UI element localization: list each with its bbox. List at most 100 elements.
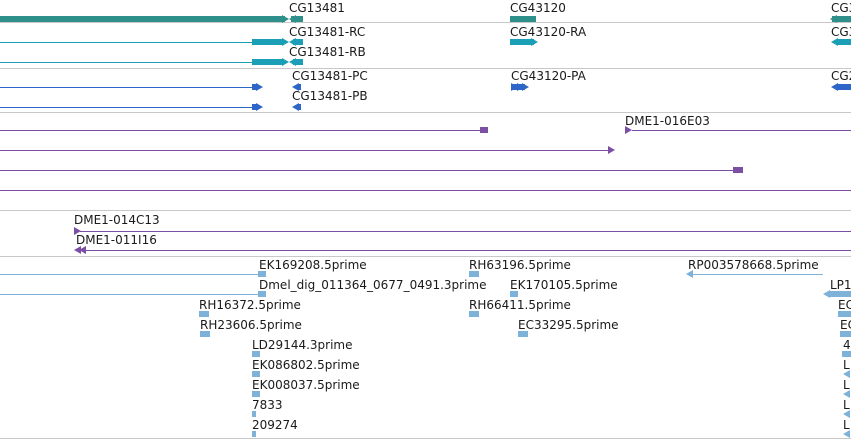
gene-feature-start-arrow[interactable] <box>289 15 296 23</box>
protein-end-arrow[interactable] <box>522 83 529 91</box>
transcript-start-arrow[interactable] <box>289 58 296 66</box>
est-label: EC3 <box>838 298 851 312</box>
protein-end-arrow[interactable] <box>256 83 263 91</box>
est-block[interactable] <box>252 371 260 377</box>
est-label: L <box>843 398 850 412</box>
est-label: EK169208.5prime <box>259 258 367 272</box>
est-label: L <box>843 378 850 392</box>
protein-start-arrow[interactable] <box>292 83 299 91</box>
protein-label: CG43120-PA <box>511 69 586 83</box>
transcript-intron-line[interactable] <box>0 62 252 63</box>
gene-feature-end-arrow[interactable] <box>282 15 289 23</box>
est-block[interactable] <box>842 351 851 357</box>
gene-feature[interactable] <box>510 16 536 22</box>
est-label: LD29144.3prime <box>252 338 353 352</box>
transcript-exon[interactable] <box>836 39 851 45</box>
est-block[interactable] <box>469 271 479 277</box>
protein-end-arrow[interactable] <box>256 103 263 111</box>
transcript-exon[interactable] <box>293 59 303 65</box>
est-block[interactable] <box>199 311 209 317</box>
transcript-end-arrow[interactable] <box>531 38 538 46</box>
clone-line[interactable] <box>80 231 851 232</box>
clone-line[interactable] <box>0 170 735 171</box>
est-label: Dmel_dig_011364_0677_0491.3prime <box>259 278 487 292</box>
gene-feature[interactable] <box>0 16 285 22</box>
track-divider <box>0 22 851 23</box>
clone-start-arrow[interactable] <box>74 227 81 235</box>
protein-start-arrow[interactable] <box>831 83 838 91</box>
est-block[interactable] <box>200 331 210 337</box>
gene-label: CG3 <box>831 1 851 15</box>
clone-start-arrow[interactable] <box>79 246 86 254</box>
transcript-exon[interactable] <box>252 39 284 45</box>
est-block[interactable] <box>840 331 851 337</box>
clone-end[interactable] <box>480 127 488 133</box>
est-label: EK008037.5prime <box>252 378 360 392</box>
protein-exon[interactable] <box>511 84 525 90</box>
transcript-intron-line[interactable] <box>0 42 252 43</box>
transcript-end-arrow[interactable] <box>282 38 289 46</box>
clone-line[interactable] <box>84 250 851 251</box>
clone-line[interactable] <box>0 130 482 131</box>
transcript-exon[interactable] <box>510 39 534 45</box>
est-label: LP1 <box>830 278 851 292</box>
est-label: RH23606.5prime <box>200 318 302 332</box>
transcript-label: CG43120-RA <box>510 25 587 39</box>
transcript-start-arrow[interactable] <box>289 38 296 46</box>
transcript-label: CG3 <box>831 25 851 39</box>
est-line[interactable] <box>693 274 823 275</box>
transcript-start-arrow[interactable] <box>831 38 838 46</box>
est-start-arrow[interactable] <box>823 290 830 298</box>
clone-line[interactable] <box>0 150 610 151</box>
est-line[interactable] <box>0 294 262 295</box>
est-block[interactable] <box>252 411 256 417</box>
gene-feature-start-arrow[interactable] <box>830 15 837 23</box>
est-start-arrow[interactable] <box>843 370 850 378</box>
est-label: RH66411.5prime <box>469 298 571 312</box>
est-label: EK086802.5prime <box>252 358 360 372</box>
est-block[interactable] <box>258 291 266 297</box>
clone-start-arrow[interactable] <box>625 126 632 134</box>
clone-line[interactable] <box>0 190 851 191</box>
protein-exon[interactable] <box>836 84 851 90</box>
est-block[interactable] <box>252 431 256 437</box>
protein-intron-line[interactable] <box>0 87 252 88</box>
est-block[interactable] <box>252 391 260 397</box>
est-block[interactable] <box>838 311 851 317</box>
clone-start-arrow[interactable] <box>74 246 81 254</box>
protein-start-arrow[interactable] <box>292 103 299 111</box>
protein-exon[interactable] <box>297 104 301 110</box>
gene-feature[interactable] <box>832 16 851 22</box>
transcript-end-arrow[interactable] <box>282 58 289 66</box>
est-label: RH16372.5prime <box>199 298 301 312</box>
est-label: EC <box>840 318 851 332</box>
clone-label: DME1-016E03 <box>625 114 710 128</box>
protein-intron-line[interactable] <box>0 107 252 108</box>
est-start-arrow[interactable] <box>843 410 850 418</box>
est-start-arrow[interactable] <box>843 430 850 438</box>
est-block[interactable] <box>830 291 851 297</box>
clone-end[interactable] <box>733 167 743 173</box>
transcript-label: CG13481-RB <box>289 45 366 59</box>
est-start-arrow[interactable] <box>843 390 850 398</box>
est-block[interactable] <box>469 311 479 317</box>
est-block[interactable] <box>252 351 260 357</box>
clone-label: DME1-011I16 <box>76 233 157 247</box>
gene-label: CG43120 <box>510 1 566 15</box>
clone-line[interactable] <box>632 130 851 131</box>
protein-exon[interactable] <box>252 104 258 110</box>
est-start-arrow[interactable] <box>686 270 693 278</box>
transcript-exon[interactable] <box>293 39 303 45</box>
gene-feature[interactable] <box>291 16 303 22</box>
track-divider <box>0 68 851 69</box>
protein-exon[interactable] <box>297 84 301 90</box>
est-block[interactable] <box>518 331 528 337</box>
est-label: EC33295.5prime <box>518 318 619 332</box>
protein-exon[interactable] <box>252 84 258 90</box>
est-block[interactable] <box>258 271 266 277</box>
est-block[interactable] <box>510 291 518 297</box>
clone-end-arrow[interactable] <box>608 146 615 154</box>
transcript-exon[interactable] <box>252 59 284 65</box>
est-line[interactable] <box>0 274 262 275</box>
